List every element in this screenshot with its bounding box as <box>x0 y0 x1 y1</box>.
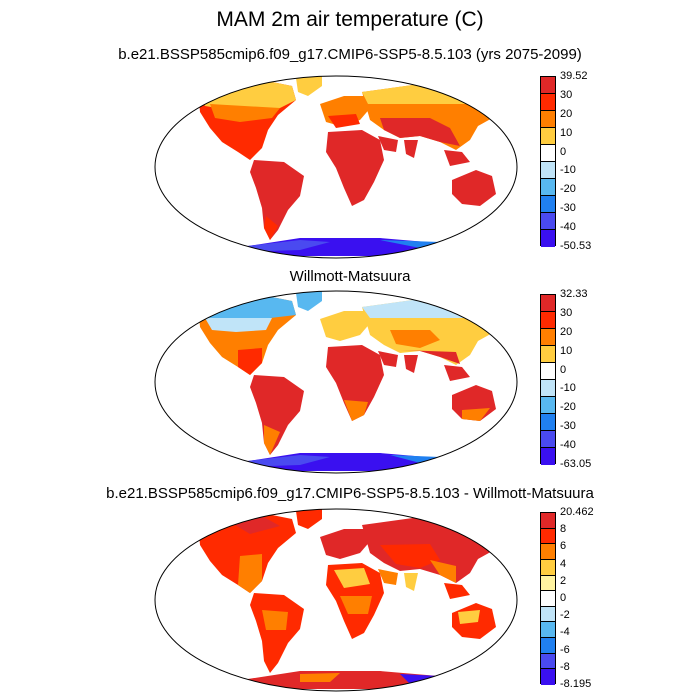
colorbar-tick-label: 32.33 <box>560 288 588 300</box>
colorbar-tick-label: -20 <box>560 401 576 414</box>
south-america <box>250 375 304 455</box>
greenland <box>296 76 322 96</box>
colorbar-tick-label: -63.05 <box>560 458 592 470</box>
colorbar-tick-label: -2 <box>560 609 570 622</box>
panel-title-diff: b.e21.BSSP585cmip6.f09_g17.CMIP6-SSP5-8.… <box>106 485 594 502</box>
europe <box>320 311 372 341</box>
colorbar-tick-label: -10 <box>560 382 576 395</box>
colorbar-segment <box>541 591 555 607</box>
greenland <box>296 291 322 311</box>
colorbar-tick-label: 0 <box>560 363 567 376</box>
colorbar-tick-label: 30 <box>560 88 573 101</box>
colorbar-tick-label: 20.462 <box>560 506 594 518</box>
colorbar-tick-label: 0 <box>560 145 567 158</box>
colorbar-tick-label: -30 <box>560 202 576 215</box>
colorbar-segment <box>541 448 555 465</box>
colorbar-segment <box>541 329 555 346</box>
colorbar-tick-label: 4 <box>560 557 567 570</box>
colorbar-segment <box>541 380 555 397</box>
colorbar-segment <box>541 513 555 529</box>
figure-title: MAM 2m air temperature (C) <box>216 8 484 31</box>
colorbar-segment <box>541 94 555 111</box>
colorbar-segment <box>541 111 555 128</box>
colorbar-segment <box>541 544 555 560</box>
colorbar-diff <box>540 512 556 685</box>
colorbar-tick-label: -50.53 <box>560 240 592 252</box>
colorbar-segment <box>541 230 555 247</box>
colorbar-tick-label: 8 <box>560 523 567 536</box>
map-panel-model <box>154 75 518 259</box>
colorbar-segment <box>541 653 555 670</box>
colorbar-segment <box>541 179 555 196</box>
colorbar-segment <box>541 431 555 448</box>
colorbar-segment <box>541 397 555 414</box>
colorbar-tick-label: -4 <box>560 626 570 639</box>
colorbar-segment <box>541 363 555 380</box>
colorbar-segment <box>541 145 555 162</box>
colorbar-segment <box>541 312 555 329</box>
colorbar-segment <box>541 414 555 431</box>
colorbar-segment <box>541 669 555 685</box>
colorbar-model <box>540 76 556 247</box>
north-america <box>198 513 296 593</box>
map-panel-diff <box>154 508 518 692</box>
colorbar-segment <box>541 528 555 545</box>
colorbar-tick-label: -8 <box>560 660 570 673</box>
colorbar-segment <box>541 346 555 363</box>
greenland <box>296 509 322 529</box>
colorbar-segment <box>541 638 555 654</box>
colorbar-tick-label: 10 <box>560 126 573 139</box>
colorbar-tick-label: -8.195 <box>560 678 592 690</box>
colorbar-segment <box>541 128 555 145</box>
colorbar-tick-label: 30 <box>560 306 573 319</box>
colorbar-tick-label: -10 <box>560 164 576 177</box>
colorbar-tick-label: 20 <box>560 325 573 338</box>
colorbar-segment <box>541 606 555 623</box>
colorbar-tick-label: -6 <box>560 643 570 656</box>
africa <box>326 130 384 206</box>
colorbar-segment <box>541 196 555 213</box>
south-america <box>250 160 304 240</box>
colorbar-tick-label: -40 <box>560 439 576 452</box>
colorbar-tick-label: 6 <box>560 540 567 553</box>
colorbar-tick-label: -20 <box>560 183 576 196</box>
colorbar-segment <box>541 622 555 638</box>
colorbar-tick-label: 0 <box>560 592 567 604</box>
europe <box>320 529 372 559</box>
map-panel-obs <box>154 290 518 474</box>
colorbar-tick-label: 10 <box>560 344 573 357</box>
colorbar-tick-label: -30 <box>560 420 576 433</box>
colorbar-segment <box>541 213 555 230</box>
colorbar-segment <box>541 77 555 94</box>
colorbar-tick-label: 2 <box>560 574 567 587</box>
panel-title-model: b.e21.BSSP585cmip6.f09_g17.CMIP6-SSP5-8.… <box>118 46 582 63</box>
colorbar-tick-label: 39.52 <box>560 70 588 82</box>
colorbar-segment <box>541 295 555 312</box>
colorbar-obs <box>540 294 556 465</box>
colorbar-segment <box>541 559 555 576</box>
colorbar-segment <box>541 575 555 592</box>
panel-title-obs: Willmott-Matsuura <box>289 268 411 285</box>
africa <box>326 345 384 421</box>
colorbar-tick-label: 20 <box>560 107 573 120</box>
australia <box>452 170 496 206</box>
colorbar-segment <box>541 162 555 179</box>
colorbar-tick-label: -40 <box>560 221 576 234</box>
